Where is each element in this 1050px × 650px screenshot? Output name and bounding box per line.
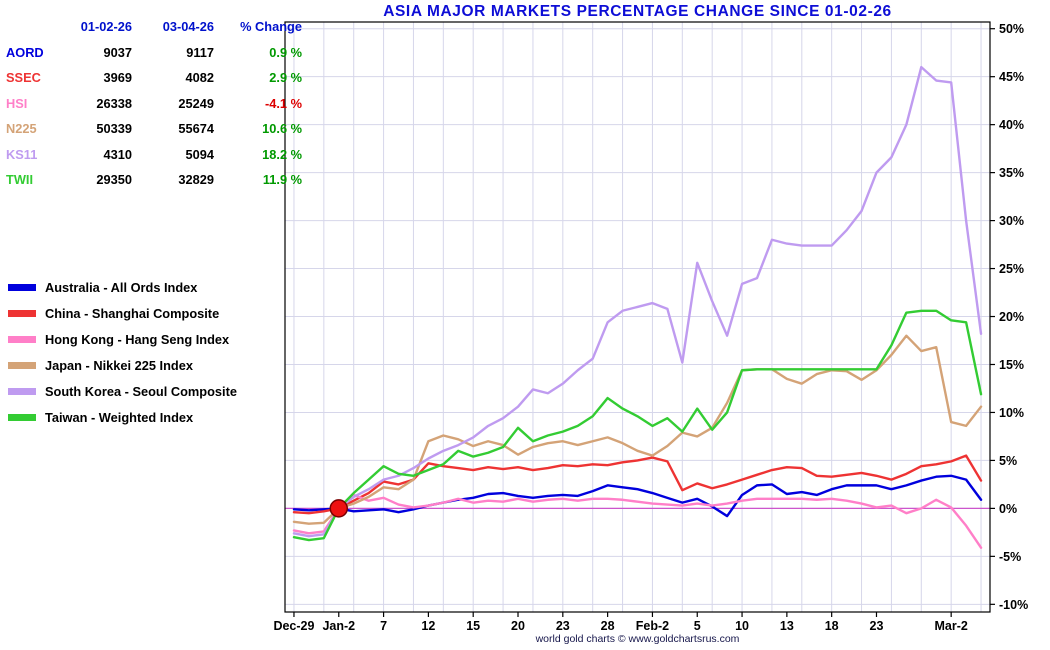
svg-text:20%: 20% xyxy=(999,310,1024,324)
legend-item: Australia - All Ords Index xyxy=(8,274,237,300)
stats-value-start: 4310 xyxy=(103,146,132,162)
stats-row-ticker: TWII xyxy=(6,172,34,187)
legend-swatch xyxy=(8,413,36,421)
stats-row-ticker: AORD xyxy=(6,44,44,60)
legend-label: Japan - Nikkei 225 Index xyxy=(45,357,193,373)
svg-text:Dec-29: Dec-29 xyxy=(273,619,314,633)
svg-text:Jan-2: Jan-2 xyxy=(322,619,355,633)
svg-text:40%: 40% xyxy=(999,118,1024,132)
svg-text:0%: 0% xyxy=(999,502,1017,516)
svg-text:5: 5 xyxy=(694,619,701,633)
svg-text:12: 12 xyxy=(421,619,435,633)
legend-item: China - Shanghai Composite xyxy=(8,300,237,326)
pct-change-cell: 11.9 % xyxy=(262,172,302,187)
svg-text:15%: 15% xyxy=(999,358,1024,372)
legend-item: Hong Kong - Hang Seng Index xyxy=(8,326,237,352)
pct-change-cell: -4.1 % xyxy=(265,95,302,111)
svg-text:35%: 35% xyxy=(999,166,1024,180)
footer-credit: world gold charts © www.goldchartsrus.co… xyxy=(535,633,740,645)
svg-text:5%: 5% xyxy=(999,454,1017,468)
stats-value-current: 5094 xyxy=(185,146,214,162)
svg-text:18: 18 xyxy=(825,619,839,633)
stats-table: 01-02-26 03-04-26 % Change AORD 9037 911… xyxy=(6,19,302,198)
svg-text:28: 28 xyxy=(601,619,615,633)
stats-value-current: 9117 xyxy=(186,44,214,60)
legend-item: South Korea - Seoul Composite xyxy=(8,378,237,404)
legend-label: Australia - All Ords Index xyxy=(45,279,198,295)
svg-text:23: 23 xyxy=(870,619,884,633)
svg-text:-10%: -10% xyxy=(999,598,1028,612)
svg-text:23: 23 xyxy=(556,619,570,633)
stats-value-start: 3969 xyxy=(103,70,132,85)
pct-change-cell: 18.2 % xyxy=(262,146,302,162)
legend-label: Hong Kong - Hang Seng Index xyxy=(45,331,230,347)
stats-value-current: 4082 xyxy=(185,70,214,85)
svg-text:25%: 25% xyxy=(999,262,1024,276)
svg-text:15: 15 xyxy=(466,619,480,633)
svg-text:30%: 30% xyxy=(999,214,1024,228)
page-title: ASIA MAJOR MARKETS PERCENTAGE CHANGE SIN… xyxy=(383,3,892,20)
legend-label: China - Shanghai Composite xyxy=(45,305,220,321)
stats-value-start: 29350 xyxy=(96,172,132,187)
column-header-start-date: 01-02-26 xyxy=(80,19,132,34)
svg-text:13: 13 xyxy=(780,619,794,633)
stats-row-ticker: HSI xyxy=(6,95,28,111)
legend-swatch xyxy=(8,361,36,369)
stats-row-ticker: KS11 xyxy=(6,146,38,162)
svg-text:Mar-2: Mar-2 xyxy=(934,619,967,633)
column-header-current-date: 03-04-26 xyxy=(162,19,214,34)
stats-corner-cell xyxy=(6,19,62,45)
legend-swatch xyxy=(8,387,36,395)
pct-change-cell: 0.9 % xyxy=(269,44,302,60)
legend-swatch xyxy=(8,309,36,317)
pct-change-cell: 10.6 % xyxy=(262,121,302,136)
stats-value-start: 26338 xyxy=(96,95,132,111)
svg-text:Feb-2: Feb-2 xyxy=(636,619,669,633)
legend-swatch xyxy=(8,283,36,291)
stats-value-start: 50339 xyxy=(96,121,132,136)
svg-text:-5%: -5% xyxy=(999,550,1021,564)
stats-value-current: 55674 xyxy=(178,121,214,136)
svg-text:50%: 50% xyxy=(999,22,1024,36)
legend: Australia - All Ords Index China - Shang… xyxy=(8,274,237,430)
column-header-pct-change: % Change xyxy=(240,19,302,34)
stats-value-current: 32829 xyxy=(178,172,214,187)
svg-text:7: 7 xyxy=(380,619,387,633)
legend-label: Taiwan - Weighted Index xyxy=(45,409,194,425)
legend-item: Taiwan - Weighted Index xyxy=(8,404,237,430)
stats-value-start: 9037 xyxy=(103,44,132,60)
legend-swatch xyxy=(8,335,36,343)
svg-text:10: 10 xyxy=(735,619,749,633)
legend-item: Japan - Nikkei 225 Index xyxy=(8,352,237,378)
svg-text:10%: 10% xyxy=(999,406,1024,420)
stats-row-ticker: N225 xyxy=(6,121,37,136)
svg-text:45%: 45% xyxy=(999,70,1024,84)
stats-row-ticker: SSEC xyxy=(6,70,41,85)
legend-label: South Korea - Seoul Composite xyxy=(45,383,237,399)
stats-value-current: 25249 xyxy=(178,95,214,111)
svg-text:20: 20 xyxy=(511,619,525,633)
pct-change-cell: 2.9 % xyxy=(269,70,302,85)
